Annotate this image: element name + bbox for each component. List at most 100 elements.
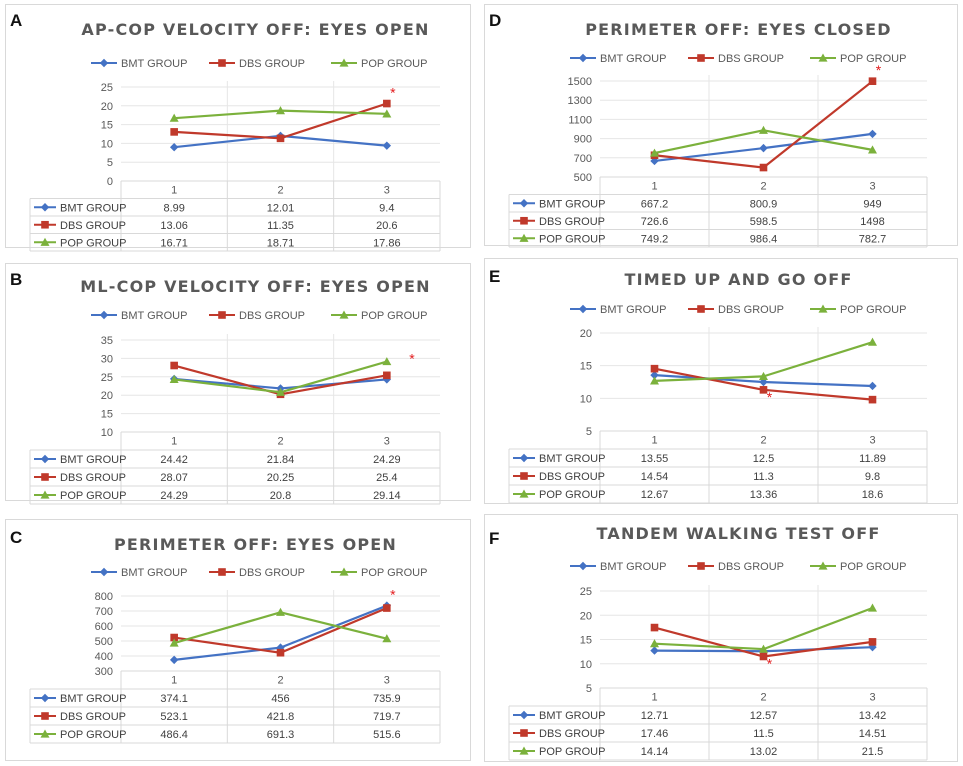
table-series-name-b-0: BMT GROUP [60, 454, 126, 466]
data-point-a-1-2 [383, 99, 391, 108]
table-value-a-0-0: 8.99 [163, 202, 184, 214]
x-tick-e-2: 3 [869, 435, 875, 447]
legend-marker-f-1 [697, 562, 705, 570]
chart-svg-f: TANDEM WALKING TEST OFF BMT GROUP DBS GROU… [508, 524, 928, 761]
table-value-a-2-1: 18.71 [267, 237, 295, 249]
table-series-name-a-1: DBS GROUP [60, 220, 126, 232]
data-point-a-2-0 [169, 113, 179, 122]
table-value-b-2-2: 29.14 [373, 490, 401, 502]
table-value-d-0-1: 800.9 [750, 198, 778, 210]
table-value-c-2-0: 486.4 [160, 729, 188, 741]
legend-marker-c-0 [99, 567, 109, 577]
data-point-f-2-2 [868, 603, 877, 612]
data-point-c-2-0 [169, 638, 179, 647]
chart-panel-c: C PERIMETER OFF: EYES OPEN BMT GROUP DBS G… [5, 519, 471, 761]
data-point-c-2-1 [276, 607, 285, 616]
legend-marker-c-1 [218, 568, 226, 576]
y-tick-a-3: 15 [101, 120, 113, 132]
data-point-d-1-1 [759, 163, 768, 172]
y-tick-b-1: 15 [101, 409, 113, 421]
table-value-e-2-0: 12.67 [641, 489, 669, 501]
table-value-e-1-0: 14.54 [641, 471, 669, 483]
panel-letter-d: D [489, 11, 502, 30]
table-key-marker-e-0 [519, 453, 529, 463]
y-tick-c-3: 600 [95, 621, 113, 633]
table-value-f-0-0: 12.71 [641, 710, 669, 722]
x-tick-a-0: 1 [171, 184, 177, 196]
panel-letter-a: A [10, 11, 23, 30]
x-tick-b-2: 3 [384, 436, 390, 448]
x-tick-e-0: 1 [651, 435, 657, 447]
data-point-d-0-2 [868, 129, 877, 139]
y-tick-b-5: 35 [101, 335, 113, 347]
table-key-marker-a-2 [40, 237, 50, 246]
table-key-marker-a-1 [41, 220, 49, 229]
panel-letter-c: C [10, 528, 23, 547]
y-tick-c-5: 800 [95, 591, 113, 603]
table-value-d-2-0: 749.2 [641, 233, 669, 245]
x-tick-f-0: 1 [651, 692, 657, 704]
table-value-a-1-1: 11.35 [267, 220, 294, 232]
legend-label-b-1: DBS GROUP [239, 310, 305, 322]
table-value-c-2-1: 691.3 [267, 729, 295, 741]
significance-star-d: * [876, 62, 882, 78]
table-value-b-1-0: 28.07 [160, 472, 188, 484]
chart-panel-d: D PERIMETER OFF: EYES CLOSED BMT GROUP DBS… [484, 4, 958, 248]
table-value-c-0-0: 374.1 [160, 693, 188, 705]
y-tick-e-2: 15 [580, 361, 592, 373]
table-key-marker-d-2 [519, 233, 529, 242]
legend-label-c-2: POP GROUP [361, 567, 427, 579]
legend-marker-e-0 [578, 304, 588, 314]
y-tick-d-0: 500 [574, 172, 592, 184]
chart-svg-e: TIMED UP AND GO OFF BMT GROUP DBS GROUP POP… [508, 270, 928, 504]
x-tick-b-0: 1 [171, 436, 177, 448]
table-key-marker-f-0 [519, 710, 529, 720]
data-point-e-0-2 [868, 381, 877, 391]
data-point-a-2-2 [382, 109, 392, 118]
table-series-name-d-1: DBS GROUP [539, 216, 605, 228]
legend-marker-c-2 [339, 567, 349, 576]
y-tick-c-4: 700 [95, 606, 113, 618]
x-tick-f-2: 3 [869, 692, 875, 704]
chart-svg-c: PERIMETER OFF: EYES OPEN BMT GROUP DBS GRO… [29, 535, 441, 744]
series-line-c-2 [173, 611, 388, 645]
table-value-f-2-0: 14.14 [641, 746, 669, 758]
legend-marker-e-2 [818, 304, 828, 313]
table-key-marker-c-1 [41, 712, 49, 720]
table-value-c-2-2: 515.6 [373, 729, 401, 741]
legend-label-d-0: BMT GROUP [600, 53, 666, 65]
table-value-b-0-1: 21.84 [267, 454, 295, 466]
data-point-e-2-0 [650, 376, 659, 385]
chart-title-d: PERIMETER OFF: EYES CLOSED [585, 20, 892, 39]
data-point-d-2-2 [868, 145, 877, 154]
x-tick-f-1: 2 [760, 692, 766, 704]
data-point-f-0-0 [650, 646, 659, 655]
table-value-c-1-2: 719.7 [373, 711, 401, 723]
table-value-e-1-2: 9.8 [865, 471, 880, 483]
table-key-marker-c-2 [40, 729, 50, 738]
legend-marker-d-1 [697, 54, 705, 62]
y-tick-d-1: 700 [574, 153, 592, 165]
table-series-name-c-0: BMT GROUP [60, 693, 126, 705]
panel-letter-b: B [10, 270, 23, 289]
table-value-f-2-1: 13.02 [750, 746, 778, 758]
data-point-d-0-0 [650, 156, 659, 166]
y-tick-f-3: 20 [580, 610, 592, 622]
panel-letter-e: E [489, 267, 501, 286]
legend-marker-a-2 [339, 58, 349, 67]
x-tick-e-1: 2 [760, 435, 766, 447]
data-point-c-1-1 [276, 648, 285, 657]
table-value-f-1-0: 17.46 [641, 728, 669, 740]
x-tick-a-2: 3 [384, 184, 390, 196]
table-value-b-0-0: 24.42 [160, 454, 188, 466]
significance-star-a: * [390, 85, 396, 101]
table-key-marker-d-0 [519, 199, 529, 208]
legend-marker-a-0 [99, 58, 109, 68]
table-value-d-2-2: 782.7 [859, 233, 887, 245]
table-value-b-1-2: 25.4 [376, 472, 397, 484]
table-value-b-2-1: 20.8 [270, 490, 291, 502]
chart-title-e: TIMED UP AND GO OFF [624, 270, 852, 289]
table-value-f-0-2: 13.42 [859, 710, 887, 722]
y-tick-f-1: 10 [580, 659, 592, 671]
legend-label-f-1: DBS GROUP [718, 561, 784, 573]
